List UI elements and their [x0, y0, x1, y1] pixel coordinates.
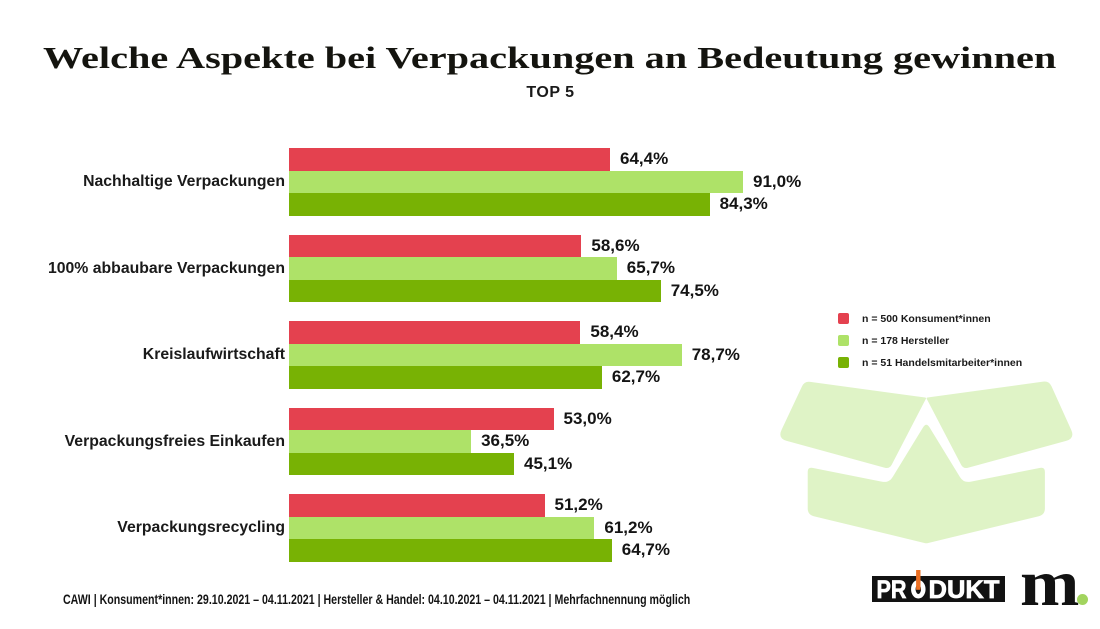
svg-text:PR: PR	[877, 576, 907, 604]
svg-text:DUKT: DUKT	[929, 576, 1000, 604]
